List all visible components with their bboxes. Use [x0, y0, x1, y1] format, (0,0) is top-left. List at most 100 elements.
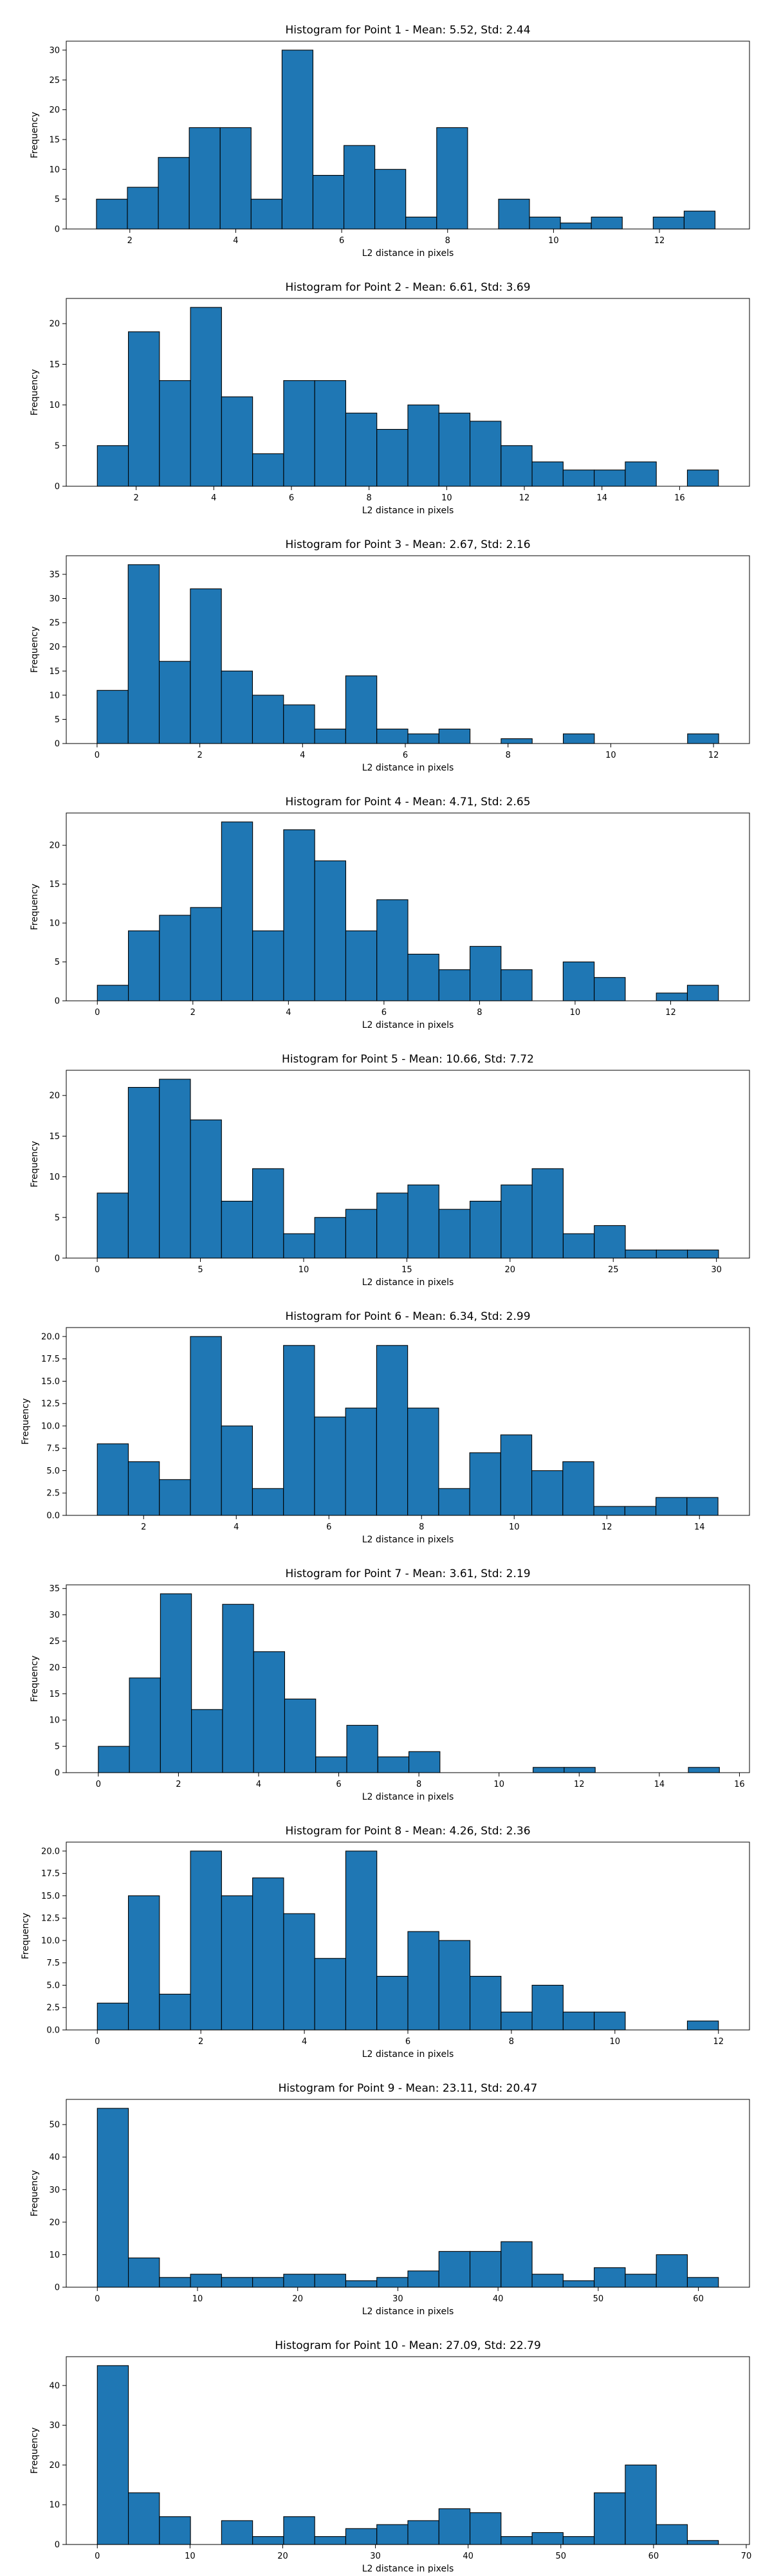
x-tick-label: 2 — [197, 751, 202, 760]
histogram-bar — [562, 470, 595, 487]
histogram-bar — [593, 1506, 625, 1516]
x-tick-label: 6 — [326, 1522, 331, 1532]
x-tick-label: 0 — [95, 751, 100, 760]
x-axis-label: L2 distance in pixels — [362, 506, 454, 516]
x-tick-label: 12 — [602, 1522, 612, 1532]
histogram-bar — [314, 380, 347, 487]
histogram-bar — [190, 2274, 222, 2288]
x-tick-label: 60 — [648, 2552, 659, 2561]
y-axis-label: Frequency — [30, 884, 40, 930]
histogram-bar — [376, 899, 409, 1001]
histogram-bar — [501, 445, 533, 487]
x-tick-label: 40 — [493, 2294, 504, 2304]
chart-title: Histogram for Point 2 - Mean: 6.61, Std:… — [285, 281, 530, 294]
histogram-bar — [159, 915, 191, 1001]
x-tick-label: 8 — [506, 751, 511, 760]
histogram-bar — [531, 461, 564, 487]
histogram-bar — [283, 829, 315, 1001]
histogram-bar — [314, 1217, 346, 1259]
histogram-bar — [652, 216, 685, 230]
histogram-bar — [127, 564, 160, 744]
histogram-bar — [501, 969, 533, 1001]
histogram-bar — [407, 1407, 439, 1516]
histogram-bar — [190, 1850, 222, 2031]
histogram-bar — [656, 1249, 688, 1259]
histogram-bar — [407, 2270, 439, 2288]
histogram-bar — [469, 421, 502, 487]
histogram-bar — [564, 1767, 596, 1773]
histogram-bar — [562, 733, 595, 744]
y-tick-label: 30 — [49, 594, 60, 604]
histogram-bar — [96, 199, 128, 230]
x-axis-label: L2 distance in pixels — [362, 763, 454, 773]
histogram-bar — [374, 169, 407, 230]
histogram-bar — [344, 145, 376, 230]
histogram-bar — [190, 907, 222, 1001]
x-tick-label: 10 — [493, 1780, 504, 1789]
histogram-bar — [594, 470, 626, 487]
chart-title: Histogram for Point 6 - Mean: 6.34, Std:… — [285, 1310, 530, 1323]
x-tick-label: 6 — [403, 751, 408, 760]
y-tick-label: 10 — [49, 1173, 60, 1182]
histogram-bar — [531, 1470, 564, 1516]
histogram-bar — [345, 1209, 378, 1259]
x-tick-label: 16 — [734, 1780, 745, 1789]
x-tick-label: 0 — [95, 1008, 100, 1018]
y-tick-label: 20 — [49, 841, 60, 851]
histogram-bar — [159, 380, 191, 487]
histogram-bar — [252, 1488, 284, 1516]
x-axis-label: L2 distance in pixels — [362, 1277, 454, 1288]
histogram-bar — [96, 2365, 129, 2545]
x-tick-label: 40 — [463, 2552, 473, 2561]
histogram-bar — [98, 1746, 130, 1773]
histogram-bar — [127, 2257, 160, 2288]
x-tick-label: 10 — [570, 1008, 581, 1018]
histogram-bar — [656, 992, 688, 1001]
histogram-bar — [345, 1407, 377, 1516]
histogram-bar — [625, 2274, 657, 2288]
chart-title: Histogram for Point 10 - Mean: 27.09, St… — [275, 2339, 541, 2352]
y-tick-label: 0 — [55, 1254, 60, 1264]
y-tick-label: 30 — [49, 2186, 60, 2195]
histogram-bar — [625, 1249, 657, 1259]
x-tick-label: 0 — [95, 2552, 100, 2561]
histogram-bar — [191, 1709, 223, 1773]
y-tick-label: 0.0 — [46, 1512, 60, 1521]
y-tick-label: 30 — [49, 46, 60, 55]
x-tick-label: 10 — [610, 2037, 621, 2047]
histogram-bar — [127, 2492, 160, 2545]
x-tick-label: 0 — [95, 1265, 100, 1275]
y-tick-label: 40 — [49, 2381, 60, 2391]
histogram-bar — [96, 985, 129, 1001]
x-tick-label: 14 — [654, 1780, 665, 1789]
y-tick-label: 35 — [49, 570, 60, 580]
x-tick-label: 5 — [198, 1265, 203, 1275]
x-tick-label: 4 — [234, 1522, 239, 1532]
histogram-7: Histogram for Point 7 - Mean: 3.61, Std:… — [30, 1567, 750, 1802]
histogram-bar — [159, 1079, 191, 1259]
y-tick-label: 20 — [49, 643, 60, 652]
x-tick-label: 2 — [190, 1008, 196, 1018]
y-tick-label: 10 — [49, 401, 60, 410]
x-tick-label: 10 — [548, 236, 559, 246]
x-tick-label: 12 — [519, 493, 530, 503]
histogram-bar — [656, 2254, 688, 2288]
x-tick-label: 50 — [593, 2294, 604, 2304]
x-tick-label: 14 — [694, 1522, 705, 1532]
x-tick-label: 2 — [127, 236, 133, 246]
histogram-bar — [190, 1336, 222, 1516]
x-axis-label: L2 distance in pixels — [362, 2049, 454, 2060]
histogram-bar — [376, 1192, 409, 1259]
y-tick-label: 5.0 — [46, 1466, 60, 1476]
histogram-bar — [377, 1756, 410, 1773]
histogram-bar — [500, 1434, 533, 1516]
x-axis-label: L2 distance in pixels — [362, 1020, 454, 1030]
histogram-bar — [252, 930, 284, 1001]
histogram-bar — [345, 675, 378, 744]
x-tick-label: 30 — [370, 2552, 381, 2561]
histogram-bar — [188, 127, 221, 230]
histogram-bar — [376, 1976, 409, 2031]
x-tick-label: 2 — [141, 1522, 146, 1532]
y-tick-label: 2.5 — [46, 1489, 60, 1499]
histogram-bar — [314, 1958, 347, 2031]
